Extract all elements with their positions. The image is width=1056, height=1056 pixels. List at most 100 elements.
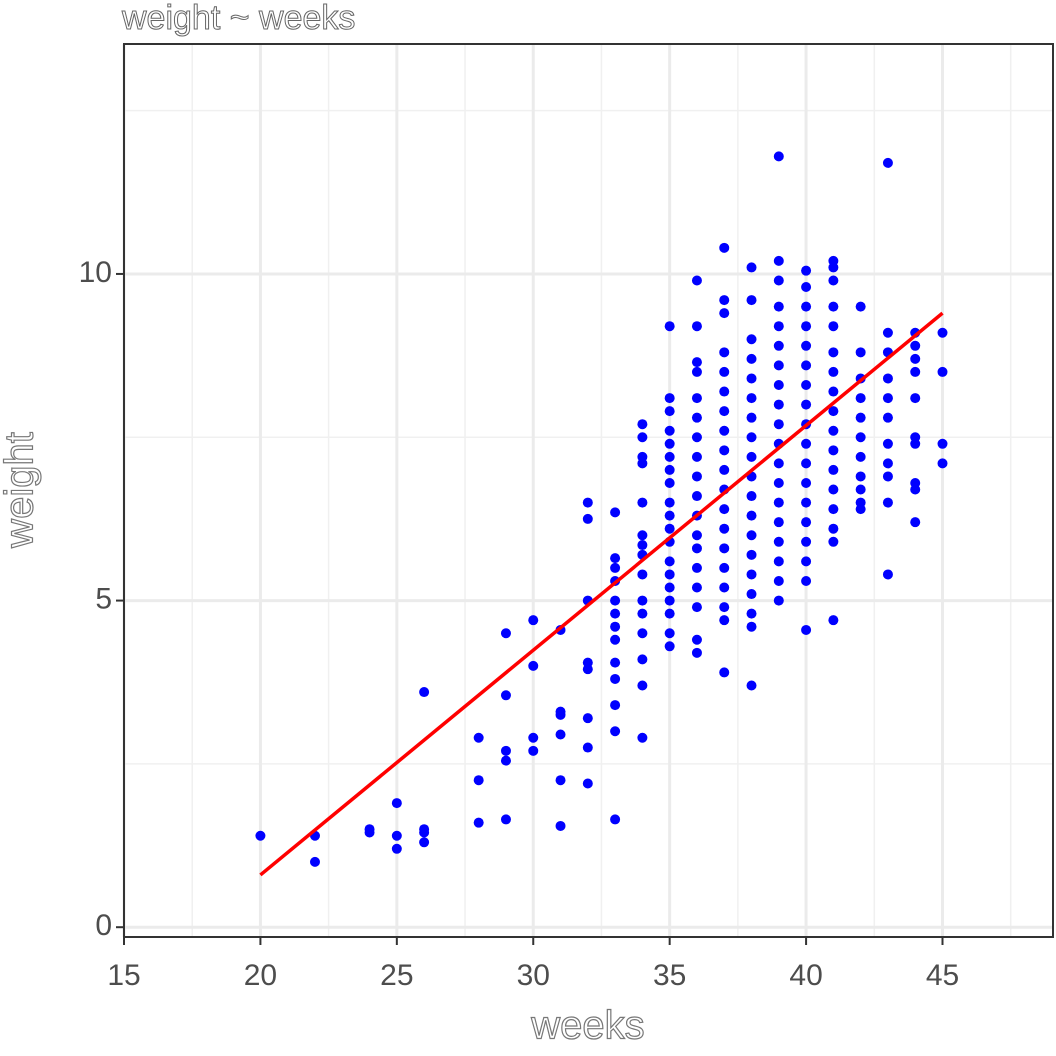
point [773,301,784,312]
point [719,543,730,554]
fit-line [259,311,944,877]
point [746,680,757,691]
point [719,386,730,397]
point [773,575,784,586]
point [664,628,675,639]
point [528,660,539,671]
point [610,726,621,737]
point [255,830,266,841]
point [773,595,784,606]
point [746,373,757,384]
point [637,732,648,743]
point [828,366,839,377]
point [828,347,839,358]
point [828,464,839,475]
point [419,687,430,698]
point [391,843,402,854]
point [746,412,757,423]
point [391,830,402,841]
point [773,360,784,371]
point [610,608,621,619]
point [855,484,866,495]
point [500,628,511,639]
point [746,569,757,580]
point [582,497,593,508]
point [801,265,812,276]
point [309,856,320,867]
point [555,709,566,720]
point [828,262,839,273]
point [773,458,784,469]
point [691,321,702,332]
point [664,477,675,488]
point [910,517,921,528]
point [364,827,375,838]
point [937,327,948,338]
point [719,425,730,436]
point [882,471,893,482]
point [691,491,702,502]
point [801,438,812,449]
point [610,553,621,564]
y-tick-label: 10 [79,256,112,289]
point [855,432,866,443]
x-axis-title: weeks [530,1004,644,1048]
point [801,321,812,332]
point [828,536,839,547]
point [555,820,566,831]
point [855,393,866,404]
point [801,379,812,390]
point [910,393,921,404]
point [555,729,566,740]
point [828,504,839,515]
x-tick-label: 20 [244,959,277,992]
point [719,308,730,319]
x-tick-label: 40 [789,959,822,992]
point [719,406,730,417]
point [528,732,539,743]
point [855,301,866,312]
point [582,742,593,753]
point [719,602,730,613]
point [637,432,648,443]
point [801,477,812,488]
point [882,497,893,508]
x-tick-label: 25 [380,959,413,992]
point [882,157,893,168]
point [828,484,839,495]
point [882,327,893,338]
point [719,464,730,475]
point [664,595,675,606]
point [801,458,812,469]
point [937,458,948,469]
point [691,582,702,593]
point [828,301,839,312]
point [719,667,730,678]
point [801,399,812,410]
point [773,419,784,430]
point [664,321,675,332]
point [473,732,484,743]
point [691,357,702,368]
point [773,255,784,266]
y-tick-label: 5 [95,582,112,615]
point [691,471,702,482]
point [828,445,839,456]
point [801,497,812,508]
point [828,406,839,417]
point [773,477,784,488]
point [391,798,402,809]
point [910,353,921,364]
point [691,634,702,645]
point [719,582,730,593]
point [637,608,648,619]
point [773,340,784,351]
point [773,151,784,162]
point [746,589,757,600]
point [664,497,675,508]
point [664,556,675,567]
point [637,540,648,551]
point [473,775,484,786]
point [746,549,757,560]
